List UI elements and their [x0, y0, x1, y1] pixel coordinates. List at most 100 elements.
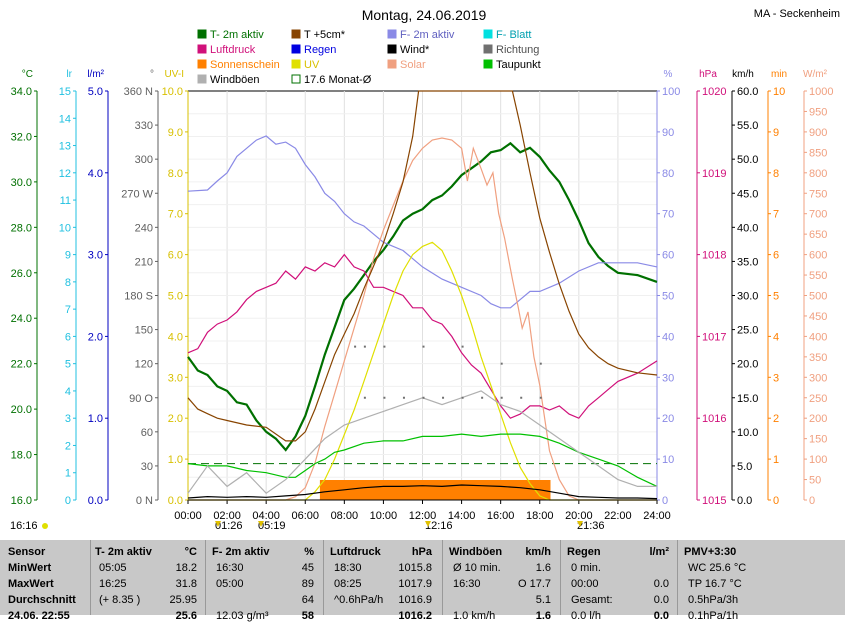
sunshine-bar	[319, 480, 551, 500]
axis-tick-label-right: 50	[809, 475, 821, 487]
table-cell-label: Durchschnitt	[8, 594, 76, 606]
axis-tick-label-right: 45.0	[737, 188, 758, 200]
axis-tick-label-left: 1	[65, 468, 71, 480]
time-marker-label: 01:26	[215, 520, 243, 532]
legend-swatch	[387, 59, 397, 69]
axis-tick-label-left: 8	[65, 277, 71, 289]
axis-tick-label-right: 5.0	[737, 461, 752, 473]
axis-tick-label-left: 4.0	[88, 168, 103, 180]
axis-tick-label-left: 1.0	[168, 454, 183, 466]
table-cell-label: TP 16.7 °C	[688, 578, 742, 590]
legend-swatch	[291, 29, 301, 39]
table-cell-value: 25.6	[175, 610, 197, 622]
axis-tick-label-right: 350	[809, 352, 827, 364]
axis-tick-label-right: 10.0	[737, 427, 758, 439]
axis-tick-label-left: 4	[65, 386, 71, 398]
legend-label: UV	[304, 59, 320, 71]
table-cell-value: 0.0	[653, 610, 669, 622]
legend-label: F- Blatt	[496, 29, 531, 41]
axis-tick-label-right: 500	[809, 291, 827, 303]
axis-tick-label-right: 950	[809, 106, 827, 118]
x-axis-tick-label: 20:00	[565, 510, 593, 522]
axis-tick-label-right: 0	[662, 495, 668, 507]
table-cell-label: 0.5hPa/3h	[688, 594, 739, 606]
table-cell-value: 1016.2	[398, 610, 432, 622]
legend-swatch	[483, 59, 493, 69]
axis-tick-label-right: 25.0	[737, 325, 758, 337]
series-line-t-2m-aktiv	[187, 141, 658, 452]
table-cell-label: 16:30	[216, 562, 244, 574]
legend-swatch	[291, 74, 301, 84]
table-column-title: T- 2m aktiv	[95, 546, 152, 558]
table-column-title: Regen	[567, 546, 601, 558]
axis-tick-label-right: 20	[662, 413, 674, 425]
wind-direction-point	[383, 345, 386, 348]
axis-tick-label-left: 5.0	[168, 291, 183, 303]
table-cell-label: ^0.6hPa/h	[334, 594, 384, 606]
axis-tick-label-right: 1	[773, 454, 779, 466]
wind-direction-point	[539, 396, 542, 399]
axis-tick-label-right: 250	[809, 393, 827, 405]
axis-tick-label-left: 360 N	[124, 86, 153, 98]
legend-label: F- 2m aktiv	[400, 29, 455, 41]
axis-tick-label-left: 300	[135, 154, 153, 166]
axis-unit-right: min	[771, 69, 787, 80]
axis-tick-label-right: 9	[773, 127, 779, 139]
wind-direction-point	[383, 396, 386, 399]
table-column-title: Windböen	[449, 546, 503, 558]
axis-tick-label-right: 90	[662, 127, 674, 139]
axis-tick-label-right: 60.0	[737, 86, 758, 98]
axis-tick-label-right: 300	[809, 372, 827, 384]
table-cell-label: 24.06. 22:55	[8, 610, 70, 622]
axis-tick-label-right: 450	[809, 311, 827, 323]
table-cell-label: 0.1hPa/1h	[688, 610, 739, 622]
table-column-unit: %	[304, 546, 314, 558]
axis-tick-label-right: 35.0	[737, 256, 758, 268]
x-axis-tick-label: 06:00	[291, 510, 319, 522]
axis-unit-left: UV-I	[165, 69, 184, 80]
axis-tick-label-right: 55.0	[737, 120, 758, 132]
wind-direction-point	[422, 345, 425, 348]
axis-tick-label-left: 180 S	[124, 291, 153, 303]
legend-label: T +5cm*	[304, 29, 346, 41]
legend-swatch	[387, 44, 397, 54]
axis-tick-label-left: 0.0	[168, 495, 183, 507]
axis-tick-label-right: 900	[809, 127, 827, 139]
table-cell-value: 89	[301, 578, 314, 590]
x-axis-tick-label: 02:00	[213, 510, 241, 522]
axis-tick-label-left: 1.0	[88, 413, 103, 425]
x-axis-tick-label: 22:00	[604, 510, 632, 522]
axis-tick-label-left: 2.0	[168, 413, 183, 425]
x-axis-tick-label: 14:00	[448, 510, 476, 522]
axis-tick-label-right: 0	[809, 495, 815, 507]
table-column-divider	[90, 540, 91, 615]
table-cell-label: 00:00	[571, 578, 599, 590]
axis-tick-label-right: 7	[773, 209, 779, 221]
axis-tick-label-right: 700	[809, 209, 827, 221]
axis-tick-label-right: 60	[662, 250, 674, 262]
x-axis-tick-label: 16:00	[487, 510, 515, 522]
axis-tick-label-right: 650	[809, 229, 827, 241]
legend-swatch	[483, 29, 493, 39]
axis-tick-label-right: 40	[662, 331, 674, 343]
table-cell-value: 1016.9	[398, 594, 432, 606]
axis-tick-label-left: 6.0	[168, 250, 183, 262]
axis-tick-label-left: 330	[135, 120, 153, 132]
axis-tick-label-right: 2	[773, 413, 779, 425]
table-cell-value: 1017.9	[398, 578, 432, 590]
axis-tick-label-right: 600	[809, 250, 827, 262]
axis-tick-label-right: 5	[773, 291, 779, 303]
wind-direction-point	[422, 396, 425, 399]
time-marker-label: 21:36	[577, 520, 605, 532]
series-line-t-5cm-	[187, 90, 658, 442]
series-line-luftdruck	[187, 253, 658, 419]
axis-tick-label-left: 5.0	[88, 86, 103, 98]
wind-direction-point	[539, 362, 542, 365]
axis-tick-label-left: 10	[59, 222, 71, 234]
axis-tick-label-left: 3.0	[168, 372, 183, 384]
axis-tick-label-left: 20.0	[11, 404, 32, 416]
table-cell-value: 1.6	[535, 610, 551, 622]
x-axis-tick-label: 12:00	[409, 510, 437, 522]
wind-direction-point	[461, 345, 464, 348]
table-cell-label: Ø 10 min.	[453, 562, 501, 574]
